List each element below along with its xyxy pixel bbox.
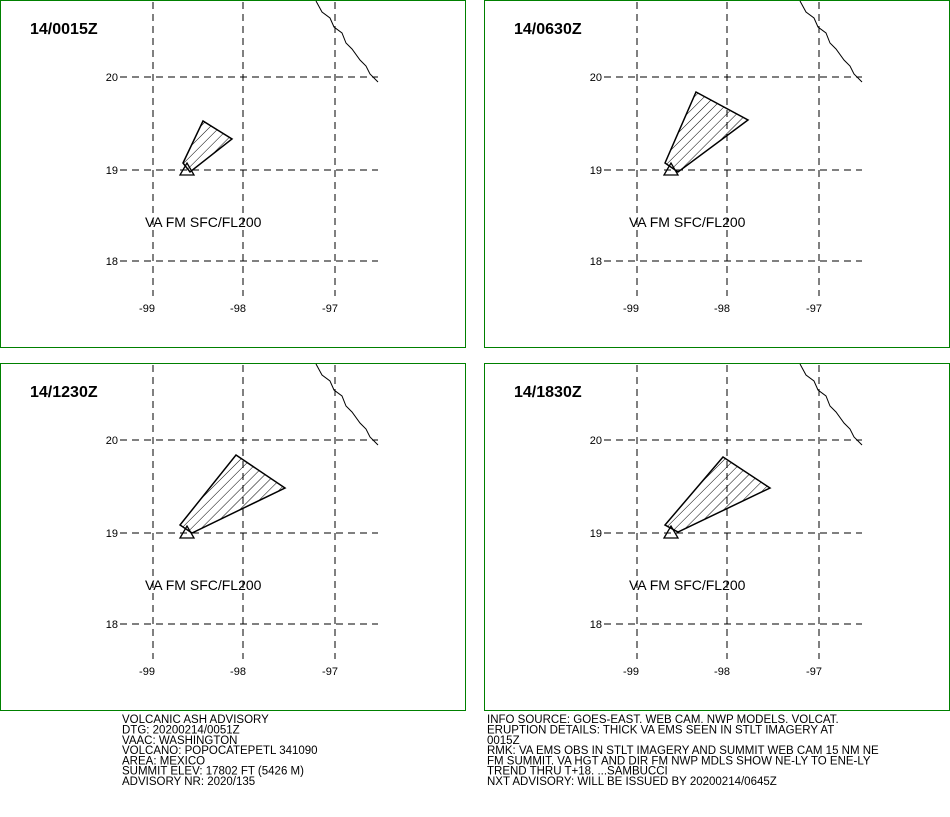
ash-level: VA FM SFC/FL200 [145, 214, 262, 230]
lon-label: -97 [806, 666, 822, 678]
lon-label: -99 [623, 666, 639, 678]
panel-border [484, 0, 950, 348]
coastline [799, 0, 863, 83]
panel-border [484, 363, 950, 711]
lon-label: -97 [322, 303, 338, 315]
lat-label: 20 [106, 72, 118, 84]
panel-border [0, 363, 466, 711]
advisory-text: VOLCANIC ASH ADVISORY [122, 714, 269, 726]
lat-label: 18 [590, 256, 602, 268]
coastline [315, 0, 379, 83]
advisory-text: 0015Z [487, 735, 520, 747]
advisory-text: DTG: 20200214/0051Z [122, 725, 240, 737]
advisory-text: ERUPTION DETAILS: THICK VA EMS SEEN IN S… [487, 725, 834, 737]
volcano-symbol [178, 524, 196, 539]
lat-label: 19 [590, 528, 602, 540]
lat-label: 19 [106, 165, 118, 177]
coastline [799, 363, 863, 446]
advisory-text: SUMMIT ELEV: 17802 FT (5426 M) [122, 766, 304, 778]
lat-label: 19 [590, 165, 602, 177]
ash-level: VA FM SFC/FL200 [629, 577, 746, 593]
advisory-text: TREND THRU T+18. ...SAMBUCCI [487, 766, 668, 778]
panel-border [0, 0, 466, 348]
lon-label: -98 [714, 303, 730, 315]
map-panel: 14/1830Z 20 19 18 -99 -98 -97 VA FM SFC/FL200 [484, 363, 950, 711]
lon-label: -99 [139, 666, 155, 678]
panel-time: 14/0630Z [514, 21, 582, 38]
lon-label: -97 [806, 303, 822, 315]
panel-time: 14/1230Z [30, 384, 98, 401]
advisory-text: ADVISORY NR: 2020/135 [122, 776, 255, 788]
advisory-text: AREA: MEXICO [122, 755, 205, 767]
lon-label: -98 [230, 303, 246, 315]
lat-label: 19 [106, 528, 118, 540]
lat-label: 20 [106, 435, 118, 447]
lat-label: 18 [106, 256, 118, 268]
panel-time: 14/0015Z [30, 21, 98, 38]
advisory-text: FM SUMMIT. VA HGT AND DIR FM NWP MDLS SH… [487, 755, 871, 767]
advisory-text: RMK: VA EMS OBS IN STLT IMAGERY AND SUMM… [487, 745, 879, 757]
volcano-symbol [178, 161, 196, 176]
advisory-text: VAAC: WASHINGTON [122, 735, 237, 747]
panel-time: 14/1830Z [514, 384, 582, 401]
lon-label: -98 [230, 666, 246, 678]
map-panel: 14/1230Z 20 19 18 -99 -98 -97 VA FM SFC/FL200 [0, 363, 466, 711]
ash-level: VA FM SFC/FL200 [145, 577, 262, 593]
ash-area [182, 119, 234, 174]
lon-label: -99 [623, 303, 639, 315]
lat-label: 18 [590, 619, 602, 631]
lat-label: 20 [590, 72, 602, 84]
volcano-symbol [662, 161, 680, 176]
lat-label: 18 [106, 619, 118, 631]
lon-label: -99 [139, 303, 155, 315]
advisory-text: INFO SOURCE: GOES-EAST. WEB CAM. NWP MOD… [487, 714, 839, 726]
lon-label: -98 [714, 666, 730, 678]
lon-label: -97 [322, 666, 338, 678]
ash-level: VA FM SFC/FL200 [629, 214, 746, 230]
volcano-symbol [662, 524, 680, 539]
map-panel: 14/0015Z 20 19 18 -99 -98 -97 VA FM SFC/FL200 [0, 0, 466, 348]
ash-area [664, 90, 750, 173]
lat-label: 20 [590, 435, 602, 447]
advisory-text: NXT ADVISORY: WILL BE ISSUED BY 20200214… [487, 776, 777, 788]
map-panel: 14/0630Z 20 19 18 -99 -98 -97 VA FM SFC/FL200 [484, 0, 950, 348]
ash-area [178, 453, 287, 534]
coastline [315, 363, 379, 446]
advisory-text: VOLCANO: POPOCATEPETL 341090 [122, 745, 318, 757]
